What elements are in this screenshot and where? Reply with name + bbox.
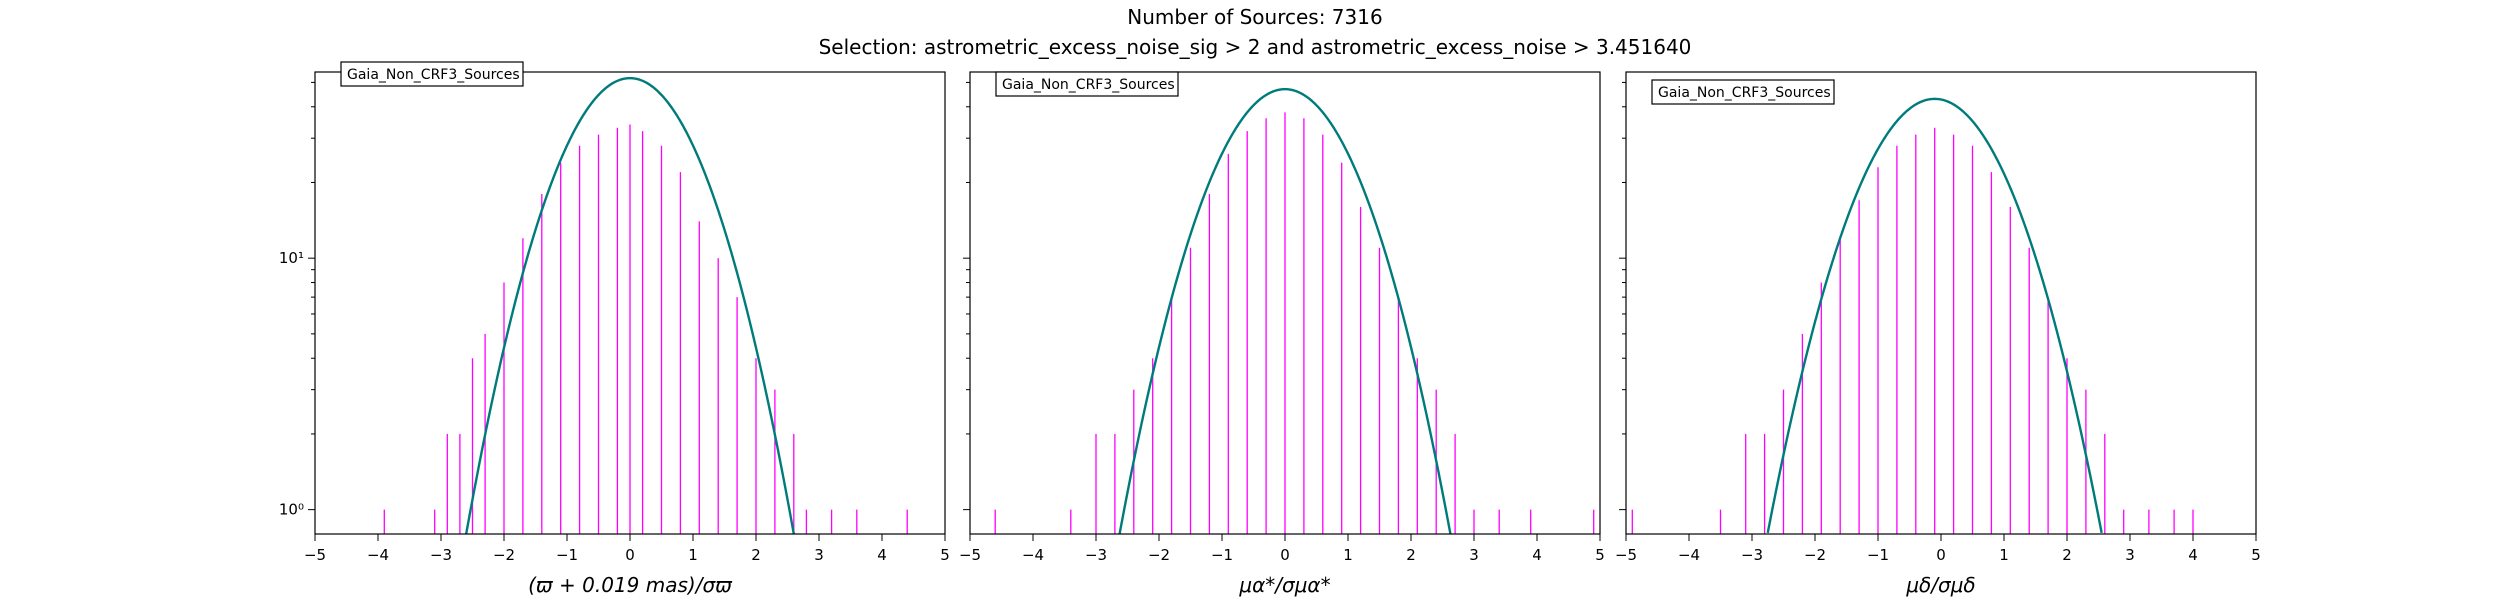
legend-box <box>995 71 1179 97</box>
x-tick-label: −1 <box>1867 546 1889 564</box>
legend-box <box>340 61 524 87</box>
x-tick-label: 5 <box>2251 546 2261 564</box>
plot-frame <box>1625 71 2257 535</box>
x-tick-label: 2 <box>751 546 761 564</box>
chart-panel-3: −5 −4 −3 −2 −1 0 1 2 3 4 5 μδ/σμδ Gaia_Non_CRF3_Sour… <box>1615 71 2261 597</box>
x-tick-label: 0 <box>1936 546 1946 564</box>
x-tick-label: 1 <box>688 546 698 564</box>
x-tick-label: 3 <box>2125 546 2135 564</box>
chart-panel-2: −5 −4 −3 −2 −1 0 1 2 3 4 5 μα*/σμα* Gaia_Non_CRF3_So… <box>959 71 1605 597</box>
x-tick-label: −4 <box>1022 546 1044 564</box>
figure-title: Number of Sources: 7316 <box>1127 5 1382 29</box>
x-tick-label: 0 <box>1280 546 1290 564</box>
x-tick-label: 2 <box>2062 546 2072 564</box>
x-tick-label: −5 <box>1615 546 1637 564</box>
gaussian-fit-line <box>1766 97 2103 534</box>
x-tick-label: 4 <box>1532 546 1542 564</box>
legend-box <box>1651 79 1835 105</box>
figure-subtitle: Selection: astrometric_excess_noise_sig … <box>819 35 1692 59</box>
x-tick-label: −2 <box>1148 546 1170 564</box>
x-tick-label: −4 <box>367 546 389 564</box>
y-tick-label: 10⁰ <box>279 501 304 519</box>
x-tick-label: 3 <box>814 546 824 564</box>
x-tick-label: −1 <box>1211 546 1233 564</box>
x-tick-label: 5 <box>940 546 950 564</box>
panels: −5 −4 −3 −2 −1 0 1 2 3 4 5 10⁰ 10¹ (ϖ + 0.019 mas)/σϖ… <box>279 61 2261 597</box>
x-tick-label: 4 <box>2188 546 2198 564</box>
legend-label: Gaia_Non_CRF3_Sources <box>1658 85 1831 101</box>
x-tick-label: 4 <box>877 546 887 564</box>
x-tick-label: 2 <box>1406 546 1416 564</box>
gaussian-fit-line <box>1118 87 1452 534</box>
x-tick-label: 1 <box>1343 546 1353 564</box>
x-tick-label: 1 <box>1999 546 2009 564</box>
legend-label: Gaia_Non_CRF3_Sources <box>347 67 520 83</box>
x-tick-label: −5 <box>959 546 981 564</box>
y-tick-label: 10¹ <box>279 249 304 267</box>
x-tick-label: −1 <box>556 546 578 564</box>
chart-panel-1: −5 −4 −3 −2 −1 0 1 2 3 4 5 10⁰ 10¹ (ϖ + 0.019 mas)/σϖ… <box>279 61 950 597</box>
x-tick-label: −4 <box>1678 546 1700 564</box>
x-axis-label: μδ/σμδ <box>1905 573 1975 597</box>
x-tick-label: 0 <box>625 546 635 564</box>
x-axis-label: (ϖ + 0.019 mas)/σϖ <box>528 573 733 597</box>
gaussian-fit-line <box>465 76 795 535</box>
x-tick-label: −5 <box>304 546 326 564</box>
x-tick-label: −2 <box>1804 546 1826 564</box>
x-tick-label: −3 <box>1085 546 1107 564</box>
x-tick-label: −2 <box>493 546 515 564</box>
x-tick-label: −3 <box>430 546 452 564</box>
x-tick-label: 3 <box>1469 546 1479 564</box>
x-tick-label: 5 <box>1595 546 1605 564</box>
legend-label: Gaia_Non_CRF3_Sources <box>1002 77 1175 93</box>
x-tick-label: −3 <box>1741 546 1763 564</box>
x-axis-label: μα*/σμα* <box>1238 573 1330 597</box>
